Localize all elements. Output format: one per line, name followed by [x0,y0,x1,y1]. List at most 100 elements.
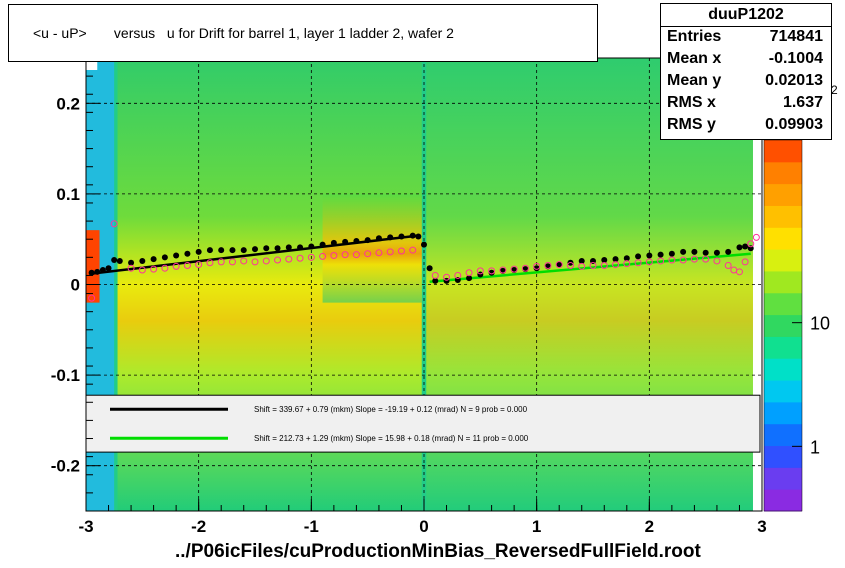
stats-key: Mean x [667,50,722,67]
data-point-pink [274,256,282,264]
data-point-black [443,277,450,284]
heatmap-hot-region [322,193,422,303]
data-point-pink [600,261,608,269]
chart-title: <u - uP> versus u for Drift for barrel 1… [33,25,454,41]
data-point-black [533,265,540,272]
heatmap-edge-right [752,58,762,511]
data-point-pink [183,261,191,269]
data-point-pink [623,260,631,268]
data-point-black [466,275,473,282]
stats-row: Mean y 0.02013 [661,72,831,94]
data-point-black [702,249,709,256]
palette-cell [764,380,802,403]
palette-cell [764,336,802,359]
palette-cell [764,467,802,490]
data-point-pink [217,258,225,266]
stats-value: 0.09903 [765,116,823,133]
palette-cell [764,314,802,337]
data-point-pink [386,248,394,256]
data-point-black [319,241,326,248]
data-point-black [375,235,382,242]
palette-cell [764,358,802,381]
stats-row: RMS y 0.09903 [661,116,831,138]
heatmap-edge-hot [86,230,100,303]
data-point-black [578,257,585,264]
y-tick-label: -0.2 [51,457,80,476]
data-point-black [432,277,439,284]
palette-cell [764,401,802,425]
x-tick-label: 2 [645,517,654,536]
y-tick-label: 0 [71,276,80,295]
fit-legend: Shift = 339.67 + 0.79 (mkm) Slope = -19.… [85,394,761,453]
data-point-pink [724,261,732,269]
z-tick-label: 1 [810,437,820,457]
data-point-black [206,247,213,254]
x-tick-label: 3 [757,517,766,536]
data-point-pink [206,259,214,267]
data-point-pink [285,255,293,263]
palette-cell [764,205,802,228]
data-point-pink [679,256,687,264]
data-point-pink [307,253,315,261]
data-point-pink [161,264,169,272]
data-point-pink [668,256,676,264]
stats-key: RMS x [667,94,716,111]
stats-row: Entries 714841 [661,28,831,50]
heatmap-blank [86,58,98,70]
legend-text: Shift = 339.67 + 0.79 (mkm) Slope = -19.… [254,405,528,414]
data-point-pink [330,252,338,260]
data-point-pink [240,257,248,265]
data-point-black [94,268,101,275]
data-point-pink [195,261,203,269]
legend-text: Shift = 212.73 + 1.29 (mkm) Slope = 15.9… [254,434,529,443]
data-point-pink [713,257,721,265]
stats-key: Mean y [667,72,722,89]
data-point-pink [228,258,236,266]
data-point-black [150,256,157,263]
x-tick-label: 1 [532,517,541,536]
data-point-pink [578,262,586,270]
palette-cell [764,270,802,294]
data-point-black [353,238,360,245]
data-point-pink [110,220,118,228]
data-point-pink [566,261,574,269]
data-point-pink [296,254,304,262]
data-point-pink [645,258,653,266]
data-point-pink [443,273,451,281]
data-point-pink [251,258,259,266]
palette-cell [764,161,802,185]
data-point-pink [657,257,665,265]
data-point-pink [262,257,270,265]
palette-cell [764,423,802,447]
data-point-pink [431,271,439,279]
data-point-pink [544,261,552,269]
data-point-black [601,257,608,264]
data-point-pink [589,261,597,269]
data-point-pink [138,266,146,274]
data-point-black [426,265,433,272]
data-point-black [623,255,630,262]
data-point-pink [476,267,484,275]
data-point-black [409,232,416,239]
data-point-black [364,237,371,244]
data-point-black [421,241,427,248]
stats-name: duuP1202 [661,4,831,27]
y-tick-label: 0.1 [56,185,80,204]
palette-cell [764,140,802,163]
palette-cell [764,249,802,272]
data-point-pink [634,259,642,267]
stats-key: RMS y [667,116,716,133]
stats-value: 0.02013 [765,72,823,89]
data-point-pink [127,264,135,272]
data-point-black [105,265,112,272]
data-point-black [128,259,135,266]
data-point-pink [172,262,180,270]
x-axis-label: ../P06icFiles/cuProductionMinBias_Revers… [175,541,701,562]
x-tick-label: 0 [419,517,428,536]
data-point-black [342,238,349,245]
stats-key: Entries [667,28,722,45]
palette-cell [764,445,802,468]
data-point-pink [752,233,760,241]
z-tick-label: 10 [810,314,830,334]
